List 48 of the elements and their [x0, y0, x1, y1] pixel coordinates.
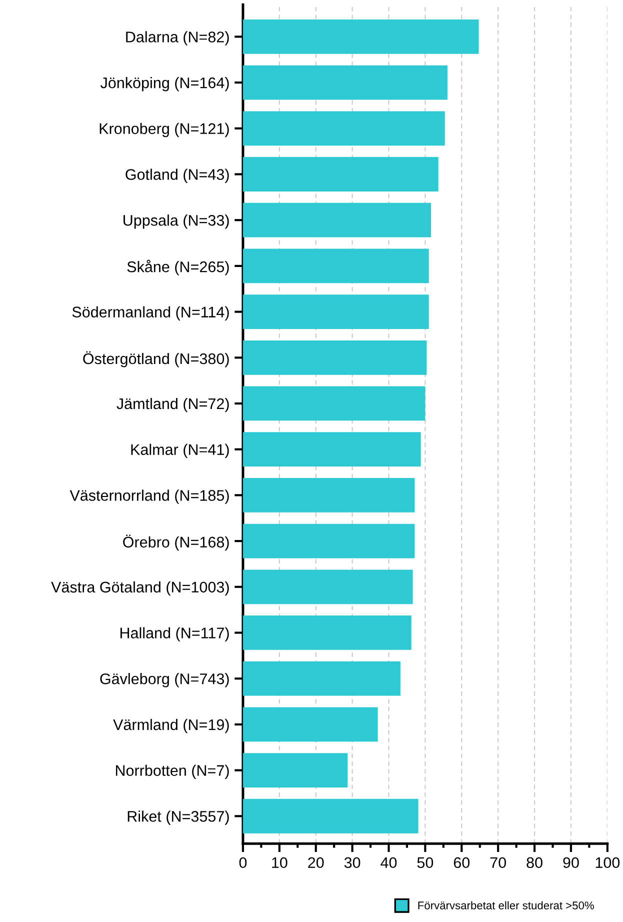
bar — [242, 65, 448, 100]
y-tick-label: Kalmar (N=41) — [131, 444, 229, 458]
x-tick-label: 70 — [490, 857, 506, 868]
x-tick-label: 0 — [239, 857, 247, 868]
y-tick-label: Jönköping (N=164) — [100, 77, 229, 92]
y-tick-label: Östergötland (N=380) — [83, 351, 229, 368]
bar — [242, 478, 415, 512]
bar — [242, 616, 412, 650]
bar — [242, 386, 426, 421]
bar — [242, 202, 432, 238]
bar — [242, 753, 348, 788]
y-tick-label: Kronoberg (N=121) — [100, 122, 229, 138]
x-tick-label: 60 — [454, 857, 470, 868]
bar — [242, 432, 421, 467]
bar — [242, 707, 378, 742]
y-tick-label: Skåne (N=265) — [127, 260, 229, 276]
bar — [242, 570, 413, 604]
bar — [242, 524, 415, 558]
y-tick-label: Dalarna (N=82) — [126, 31, 229, 46]
y-tick-label: Västra Götaland (N=1003) — [51, 581, 229, 596]
x-tick-label: 80 — [526, 857, 542, 868]
x-tick-label: 30 — [344, 857, 360, 868]
y-tick-label: Örebro (N=168) — [123, 534, 229, 551]
x-tick-label: 90 — [563, 857, 579, 868]
bar — [242, 294, 429, 329]
y-tick-label: Södermanland (N=114) — [72, 306, 229, 320]
bar — [242, 798, 418, 834]
bar — [242, 157, 438, 192]
y-tick-label: Halland (N=117) — [120, 627, 229, 642]
y-tick-label: Riket (N=3557) — [128, 810, 229, 825]
legend-label: Förvärvsarbetat eller studerat >50% — [418, 901, 594, 910]
y-tick-label: Gotland (N=43) — [126, 168, 229, 183]
y-tick-label: Gävleborg (N=743) — [100, 673, 229, 688]
x-tick-label: 100 — [596, 857, 620, 868]
x-tick-label: 20 — [308, 857, 324, 868]
bar — [242, 340, 427, 375]
x-tick-label: 50 — [417, 857, 434, 868]
y-tick-label: Värmland (N=19) — [113, 718, 229, 734]
x-tick-label: 40 — [380, 857, 397, 868]
y-tick-label: Norrbotten (N=7) — [116, 764, 229, 779]
bar — [242, 661, 400, 696]
y-tick-label: Jämtland (N=72) — [116, 398, 229, 412]
y-tick-label: Västernorrland (N=185) — [70, 490, 229, 504]
y-tick-label: Uppsala (N=33) — [124, 214, 229, 229]
bar — [242, 111, 445, 146]
x-tick-label: 10 — [272, 857, 288, 868]
bar — [242, 248, 429, 284]
bar — [242, 20, 479, 54]
